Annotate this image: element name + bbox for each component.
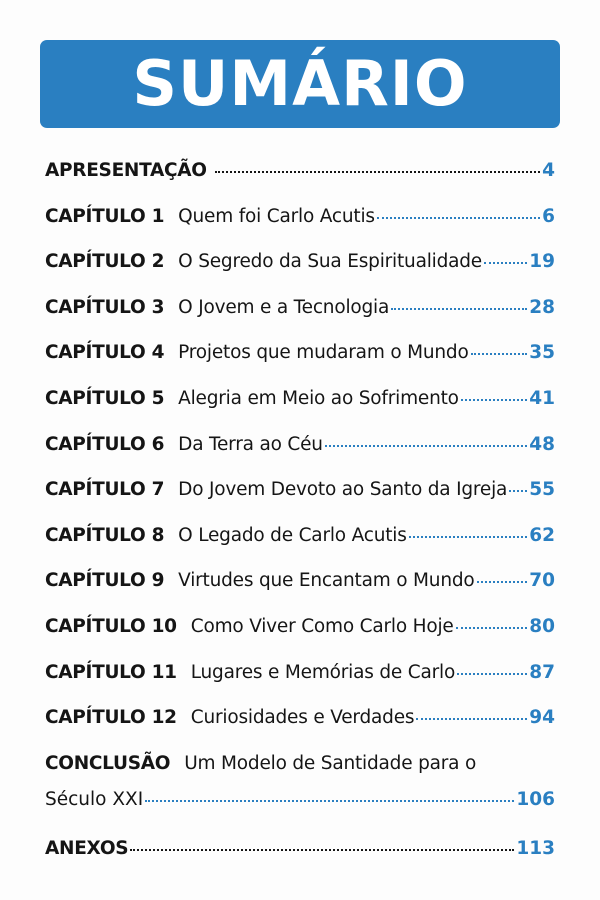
entry-title: Virtudes que Encantam o Mundo bbox=[178, 570, 475, 592]
entry-page: 70 bbox=[529, 570, 555, 592]
entry-title: Lugares e Memórias de Carlo bbox=[190, 661, 456, 683]
entry-title: Da Terra ao Céu bbox=[178, 433, 323, 455]
entry-label: CAPÍTULO 7 bbox=[45, 479, 165, 501]
toc-entry[interactable]: CAPÍTULO 2 O Segredo da Sua Espiritualida… bbox=[45, 251, 555, 297]
entry-page: 106 bbox=[516, 788, 555, 810]
entry-page: 94 bbox=[529, 707, 555, 729]
toc-entry[interactable]: CAPÍTULO 1 Quem foi Carlo Acutis 6 bbox=[45, 206, 555, 252]
entry-title: Projetos que mudaram o Mundo bbox=[178, 342, 469, 364]
toc-entry[interactable]: CAPÍTULO 3 O Jovem e a Tecnologia 28 bbox=[45, 297, 555, 343]
toc-entry[interactable]: CAPÍTULO 4 Projetos que mudaram o Mundo 35 bbox=[45, 342, 555, 388]
entry-label: ANEXOS bbox=[45, 837, 129, 859]
dot-leader bbox=[457, 672, 528, 675]
entry-label: CAPÍTULO 5 bbox=[45, 387, 165, 409]
entry-label: CAPÍTULO 8 bbox=[45, 524, 165, 546]
dot-leader bbox=[408, 535, 528, 538]
toc-entry[interactable]: CAPÍTULO 12 Curiosidades e Verdades 94 bbox=[45, 707, 555, 753]
toc-entry[interactable]: CAPÍTULO 8 O Legado de Carlo Acutis 62 bbox=[45, 525, 555, 571]
dot-leader bbox=[145, 799, 515, 802]
entry-page: 87 bbox=[529, 661, 555, 683]
dot-leader bbox=[509, 490, 528, 493]
entry-label: CAPÍTULO 3 bbox=[45, 296, 165, 318]
toc-entry[interactable]: CAPÍTULO 6 Da Terra ao Céu 48 bbox=[45, 434, 555, 480]
dot-leader bbox=[324, 444, 528, 447]
entry-page: 28 bbox=[529, 296, 555, 318]
table-of-contents: APRESENTAÇÃO 4 CAPÍTULO 1 Quem foi Carlo Ac… bbox=[45, 160, 555, 883]
entry-title: Quem foi Carlo Acutis bbox=[178, 205, 375, 227]
entry-label: CAPÍTULO 1 bbox=[45, 205, 165, 227]
dot-leader bbox=[470, 353, 528, 356]
dot-leader bbox=[484, 262, 528, 265]
entry-page: 19 bbox=[529, 251, 555, 273]
dot-leader bbox=[391, 307, 528, 310]
entry-title: Alegria em Meio ao Sofrimento bbox=[178, 387, 459, 409]
toc-entry[interactable]: CAPÍTULO 5 Alegria em Meio ao Sofrimento 4… bbox=[45, 388, 555, 434]
entry-title: O Jovem e a Tecnologia bbox=[178, 296, 390, 318]
entry-label: CAPÍTULO 9 bbox=[45, 570, 165, 592]
dot-leader bbox=[214, 171, 541, 173]
entry-label: CONCLUSÃO bbox=[45, 752, 171, 774]
entry-title: Do Jovem Devoto ao Santo da Igreja bbox=[178, 479, 508, 501]
entry-page: 4 bbox=[542, 160, 555, 181]
entry-label: CAPÍTULO 12 bbox=[45, 707, 177, 729]
entry-page: 55 bbox=[529, 479, 555, 501]
entry-title: Curiosidades e Verdades bbox=[190, 707, 415, 729]
dot-leader bbox=[455, 626, 528, 629]
toc-entry[interactable]: CAPÍTULO 7 Do Jovem Devoto ao Santo da Ig… bbox=[45, 479, 555, 525]
toc-entry[interactable]: CAPÍTULO 11 Lugares e Memórias de Carlo 87 bbox=[45, 662, 555, 708]
page-title: SUMÁRIO bbox=[132, 47, 468, 120]
toc-entry-conclusion-cont[interactable]: Século XXI 106 bbox=[45, 789, 555, 838]
dot-leader bbox=[376, 216, 541, 219]
entry-title: O Legado de Carlo Acutis bbox=[178, 524, 407, 546]
entry-title: Como Viver Como Carlo Hoje bbox=[190, 615, 454, 637]
entry-label: CAPÍTULO 2 bbox=[45, 251, 165, 273]
entry-page: 80 bbox=[529, 615, 555, 637]
entry-page: 113 bbox=[516, 837, 555, 859]
toc-entry[interactable]: CAPÍTULO 9 Virtudes que Encantam o Mundo 7… bbox=[45, 570, 555, 616]
entry-title: Um Modelo de Santidade para o bbox=[184, 752, 477, 774]
dot-leader bbox=[130, 848, 515, 851]
entry-page: 48 bbox=[529, 433, 555, 455]
entry-page: 62 bbox=[529, 524, 555, 546]
summary-header: SUMÁRIO bbox=[40, 40, 560, 128]
toc-entry[interactable]: APRESENTAÇÃO 4 bbox=[45, 160, 555, 206]
entry-page: 41 bbox=[529, 387, 555, 409]
entry-page: 35 bbox=[529, 342, 555, 364]
dot-leader bbox=[416, 718, 528, 721]
entry-label: APRESENTAÇÃO bbox=[45, 160, 207, 181]
toc-entry[interactable]: CAPÍTULO 10 Como Viver Como Carlo Hoje 80 bbox=[45, 616, 555, 662]
toc-entry-conclusion[interactable]: CONCLUSÃO Um Modelo de Santidade para o bbox=[45, 753, 555, 789]
dot-leader bbox=[460, 398, 528, 401]
entry-label: CAPÍTULO 6 bbox=[45, 433, 165, 455]
entry-title-cont: Século XXI bbox=[45, 788, 144, 810]
entry-title: O Segredo da Sua Espiritualidade bbox=[178, 251, 482, 273]
entry-label: CAPÍTULO 4 bbox=[45, 342, 165, 364]
toc-entry-annexes[interactable]: ANEXOS 113 bbox=[45, 838, 555, 884]
entry-label: CAPÍTULO 10 bbox=[45, 615, 177, 637]
entry-page: 6 bbox=[542, 205, 555, 227]
entry-label: CAPÍTULO 11 bbox=[45, 661, 177, 683]
dot-leader bbox=[476, 581, 528, 584]
